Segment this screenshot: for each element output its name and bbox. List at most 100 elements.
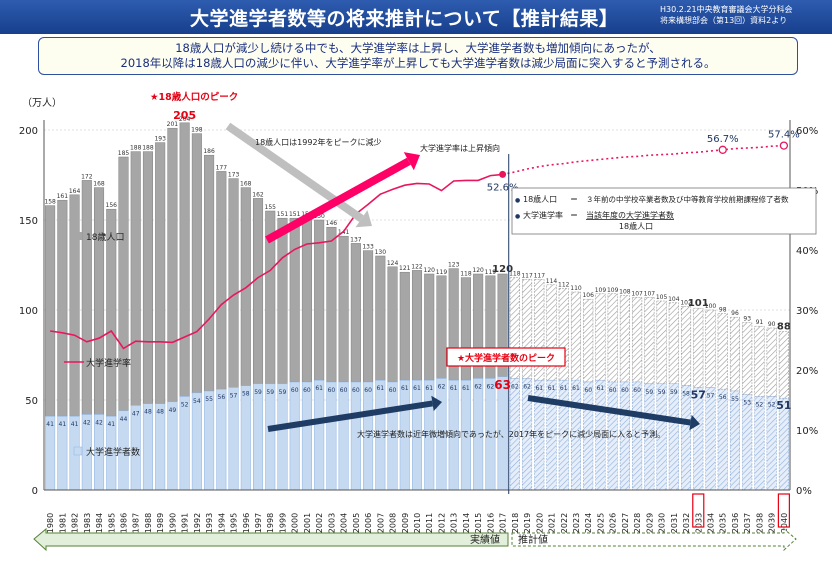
y2-tick-label: 30% [796, 306, 818, 317]
pop-bar [778, 331, 789, 399]
pop-data-label: 93 [743, 316, 751, 323]
x-tick-label: 1992 [193, 513, 202, 533]
y-tick-label: 200 [19, 126, 38, 137]
definition-bullet: ● [515, 213, 520, 220]
students-data-label: 61 [535, 385, 543, 392]
students-data-label: 60 [340, 387, 348, 394]
x-tick-label: 2017 [499, 513, 508, 533]
x-tick-label: 2012 [437, 513, 446, 533]
pop-data-label: 117 [534, 272, 546, 279]
x-tick-label: 2018 [511, 513, 520, 533]
students-bar [191, 392, 202, 491]
pop-data-label: 100 [705, 303, 717, 310]
x-tick-label: 1985 [107, 513, 116, 533]
pop-data-label: 117 [521, 272, 533, 279]
source-line-2: 将来構想部会（第13回）資料2より [660, 16, 788, 25]
students-bar [607, 381, 618, 491]
pop-data-label: 106 [582, 292, 594, 299]
x-tick-label: 1999 [278, 513, 287, 533]
x-tick-label: 1989 [156, 513, 165, 533]
x-tick-label: 2016 [486, 513, 495, 533]
pop-data-label: 104 [668, 296, 680, 303]
students-data-label: 57 [230, 392, 238, 399]
pop-bar [338, 235, 349, 383]
pop-data-label: 98 [719, 307, 727, 314]
title-bar: 大学進学者数等の将来推計について【推計結果】 H30.2.21中央教育審議会大学… [0, 0, 832, 34]
students-data-label: 56 [218, 394, 226, 401]
x-tick-label: 2029 [645, 513, 654, 533]
summary-line-2: 2018年以降は18歳人口の減少に伴い、大学進学率が上昇しても大学進学者数は減少… [120, 56, 716, 70]
definition-rate-numerator: 当該年度の大学進学者数 [586, 210, 674, 220]
x-tick-label: 2019 [523, 513, 532, 533]
actual-timeline-arrow [33, 527, 509, 552]
students-data-label: 48 [144, 409, 152, 416]
students-bar [228, 387, 239, 491]
pop-data-label: 119 [436, 269, 448, 276]
pop-bar [289, 217, 300, 383]
pop-bar [619, 295, 630, 383]
x-tick-label: 1996 [242, 513, 251, 533]
y2-tick-label: 10% [796, 426, 818, 437]
x-tick-label: 2036 [731, 513, 740, 533]
students-data-label: 60 [389, 387, 397, 394]
pop-bar [314, 219, 325, 381]
pop-bar [191, 133, 202, 394]
students-bar [619, 381, 630, 491]
x-tick-label: 2040 [780, 513, 789, 533]
pop-bar [681, 306, 692, 386]
x-tick-label: 2033 [694, 513, 703, 533]
pop-bar [387, 266, 398, 383]
students-bar [681, 385, 692, 491]
students-data-label: 62 [511, 383, 519, 390]
x-tick-label: 2014 [462, 513, 471, 533]
students-rise-arrow-head [431, 395, 442, 412]
pop-data-label: 118 [460, 271, 472, 278]
students-data-label: 57 [691, 388, 706, 401]
students-data-label: 42 [83, 419, 91, 426]
legend-pop-swatch [74, 232, 82, 240]
students-bar [289, 381, 300, 491]
pop-data-label: 146 [326, 220, 338, 227]
x-tick-label: 2031 [670, 513, 679, 533]
pop-bar [729, 316, 740, 392]
students-data-label: 55 [205, 396, 213, 403]
y-tick-label: 50 [25, 396, 38, 407]
y-tick-label: 150 [19, 216, 38, 227]
rate-point [718, 145, 727, 154]
pop-data-label: 88 [777, 322, 791, 333]
pop-bar [607, 293, 618, 383]
students-data-label: 62 [523, 383, 531, 390]
definition-rate-term: 大学進学率 [523, 210, 563, 220]
pop-bar [583, 298, 594, 383]
students-data-label: 41 [46, 421, 54, 428]
pop-bar [179, 122, 190, 397]
pop-data-label: 158 [44, 199, 56, 206]
legend-pop-label: 18歳人口 [86, 231, 124, 243]
actual-timeline-label: 実績値 [470, 533, 500, 546]
x-tick-label: 2004 [340, 513, 349, 533]
pop-data-label: 120 [472, 267, 484, 274]
students-data-label: 58 [242, 391, 250, 398]
pop-data-label: 141 [338, 229, 350, 236]
pop-data-label: 102 [680, 299, 692, 306]
students-data-label: 58 [682, 391, 690, 398]
pop-data-label: 198 [191, 127, 203, 134]
y2-tick-label: 20% [796, 366, 818, 377]
y2-tick-label: 40% [796, 246, 818, 257]
students-data-label: 55 [731, 396, 739, 403]
students-data-label: 60 [291, 387, 299, 394]
students-data-label: 62 [487, 383, 495, 390]
students-data-label: 60 [584, 387, 592, 394]
students-data-label: 52 [181, 401, 189, 408]
students-bar [240, 385, 251, 491]
x-tick-label: 2020 [535, 513, 544, 533]
students-data-label: 61 [425, 385, 433, 392]
pop-data-label: 118 [509, 271, 521, 278]
projected-timeline-arrow [511, 527, 797, 552]
students-data-label: 61 [548, 385, 556, 392]
pop-data-label: 156 [106, 202, 118, 209]
pop-data-label: 177 [216, 164, 228, 171]
pop-bar [717, 313, 728, 390]
x-tick-label: 2034 [707, 513, 716, 533]
students-data-label: 60 [609, 387, 617, 394]
